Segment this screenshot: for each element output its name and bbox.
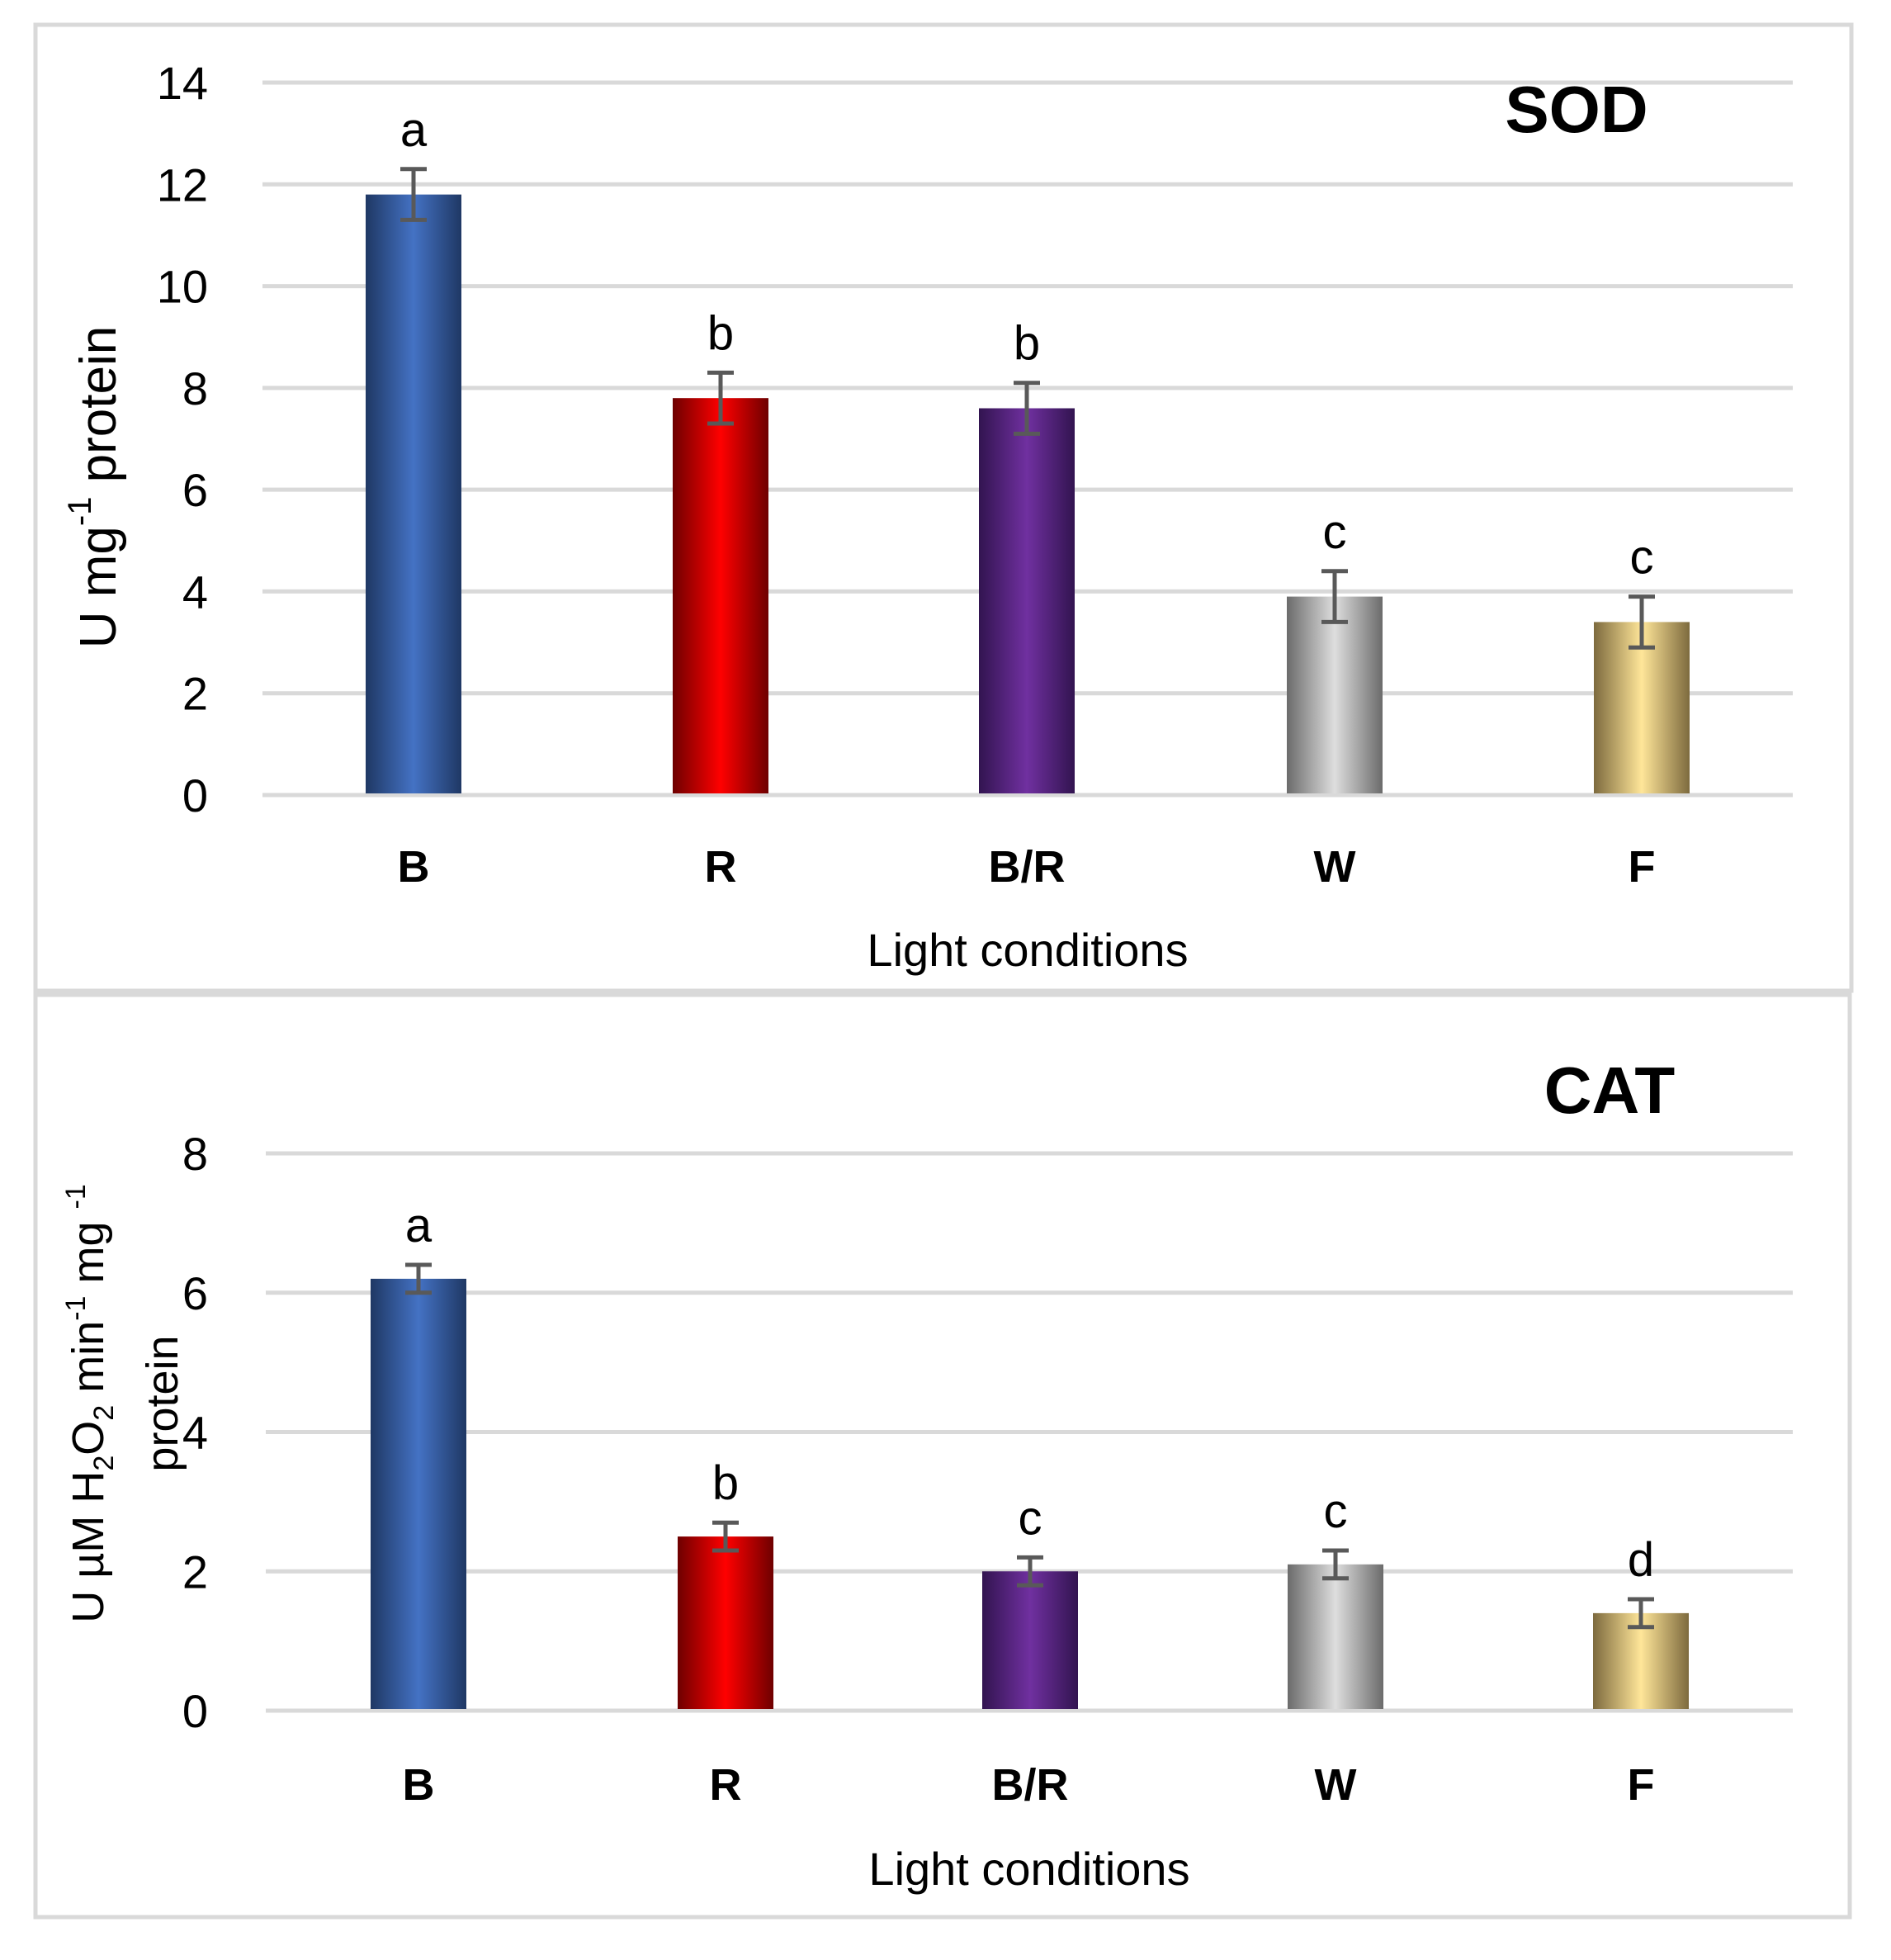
cat-significance-label: c (1019, 1491, 1042, 1545)
cat-x-tick-label: B/R (992, 1760, 1069, 1810)
sod-significance-label: a (400, 103, 428, 157)
sod-y-tick-label: 10 (157, 261, 208, 313)
sod-bar-w (1287, 596, 1383, 793)
sod-x-tick-label: B/R (989, 842, 1066, 892)
sod-y-tick-label: 14 (157, 57, 208, 109)
cat-error-bars (405, 1262, 1654, 1630)
cat-x-axis-label: Light conditions (868, 1843, 1189, 1895)
cat-x-tick-label: B (403, 1760, 435, 1810)
sod-bar-b (366, 194, 461, 794)
sod-bars (366, 194, 1690, 794)
sod-x-ticks: B R B/R W F (398, 842, 1656, 892)
sod-significance-label: c (1323, 505, 1347, 559)
cat-title: CAT (1544, 1053, 1676, 1127)
cat-x-tick-label: W (1315, 1760, 1357, 1810)
chart-sod: 0 2 4 6 8 10 12 14 a b b c c B R B/R W F SOD Light cond… (33, 22, 1854, 993)
cat-y-axis-label: U µM H2O2 min-1 mg -1 protein (60, 1184, 187, 1622)
cat-significance-label: a (405, 1199, 433, 1252)
sod-y-tick-label: 6 (182, 464, 208, 516)
cat-bar-w (1288, 1564, 1383, 1709)
sod-x-tick-label: B (398, 842, 430, 892)
cat-y-tick-label: 6 (182, 1267, 208, 1319)
cat-x-tick-label: F (1628, 1760, 1655, 1810)
cat-y-tick-label: 8 (182, 1128, 208, 1180)
cat-y-tick-label: 2 (182, 1546, 208, 1598)
sod-bar-br (979, 408, 1075, 793)
sod-significance-label: b (1014, 317, 1040, 371)
cat-bar-br (982, 1571, 1078, 1709)
cat-y-ticks: 0 2 4 6 8 (182, 1128, 208, 1737)
sod-y-tick-label: 2 (182, 668, 208, 720)
sod-y-tick-label: 8 (182, 362, 208, 414)
cat-y-axis-label-line1: U µM H2O2 min-1 mg -1 (60, 1184, 120, 1622)
sod-title: SOD (1505, 73, 1648, 146)
sod-significance-label: b (707, 306, 734, 360)
sod-x-tick-label: F (1629, 842, 1656, 892)
cat-significance-label: d (1628, 1533, 1654, 1587)
sod-significance-label: c (1630, 531, 1654, 585)
sod-bar-f (1594, 622, 1690, 793)
sod-x-tick-label: W (1314, 842, 1356, 892)
chart-cat: 0 2 4 6 8 a b c c d B R B/R W F CAT Light conditions… (33, 992, 1852, 1920)
cat-y-tick-label: 0 (182, 1685, 208, 1737)
sod-x-axis-label: Light conditions (867, 924, 1188, 976)
cat-x-tick-label: R (710, 1760, 742, 1810)
sod-y-axis-label: U mg-1 protein (62, 326, 127, 649)
sod-y-tick-label: 4 (182, 566, 208, 618)
cat-bar-b (371, 1278, 466, 1709)
sod-error-bars (400, 167, 1655, 650)
cat-significance-labels: a b c c d (405, 1199, 1654, 1587)
sod-significance-labels: a b b c c (400, 103, 1654, 585)
chart-sod-border (33, 22, 1854, 993)
cat-bars (371, 1278, 1689, 1709)
cat-significance-label: c (1324, 1484, 1348, 1538)
chart-cat-border (33, 992, 1852, 1920)
cat-bar-r (678, 1536, 773, 1709)
sod-y-tick-label: 0 (182, 769, 208, 821)
sod-bar-r (673, 398, 768, 793)
sod-y-tick-label: 12 (157, 159, 208, 211)
cat-y-axis-label-line2: protein (138, 1335, 187, 1471)
sod-y-ticks: 0 2 4 6 8 10 12 14 (157, 57, 208, 821)
cat-significance-label: b (712, 1456, 739, 1510)
cat-y-tick-label: 4 (182, 1407, 208, 1459)
cat-x-ticks: B R B/R W F (403, 1760, 1655, 1810)
sod-x-tick-label: R (705, 842, 737, 892)
